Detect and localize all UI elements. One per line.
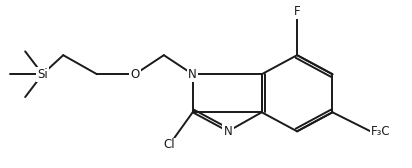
Text: F₃C: F₃C — [370, 125, 390, 138]
Text: F: F — [294, 5, 300, 18]
Text: Cl: Cl — [164, 138, 175, 151]
Text: N: N — [188, 68, 197, 81]
Text: O: O — [131, 68, 140, 81]
Text: Si: Si — [37, 68, 48, 81]
Text: N: N — [224, 125, 232, 138]
